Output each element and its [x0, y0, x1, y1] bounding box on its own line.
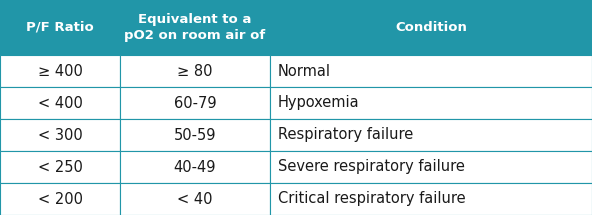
Text: Condition: Condition: [395, 21, 467, 34]
Text: Hypoxemia: Hypoxemia: [278, 95, 359, 111]
Text: Normal: Normal: [278, 63, 331, 78]
Bar: [270, 55, 592, 87]
Bar: [0, 87, 120, 119]
Bar: [0, 183, 120, 215]
Bar: [0, 151, 120, 183]
Text: < 400: < 400: [37, 95, 82, 111]
Bar: [120, 87, 270, 119]
Bar: [120, 0, 270, 55]
Text: 40-49: 40-49: [173, 160, 216, 175]
Bar: [120, 55, 270, 87]
Text: 50-59: 50-59: [173, 127, 216, 143]
Bar: [270, 0, 592, 55]
Text: < 40: < 40: [177, 192, 213, 206]
Bar: [0, 0, 120, 55]
Bar: [270, 183, 592, 215]
Bar: [0, 119, 120, 151]
Text: ≥ 80: ≥ 80: [177, 63, 213, 78]
Text: ≥ 400: ≥ 400: [37, 63, 82, 78]
Bar: [120, 151, 270, 183]
Text: < 300: < 300: [38, 127, 82, 143]
Text: Severe respiratory failure: Severe respiratory failure: [278, 160, 465, 175]
Bar: [120, 183, 270, 215]
Text: < 250: < 250: [37, 160, 82, 175]
Bar: [270, 87, 592, 119]
Bar: [270, 119, 592, 151]
Bar: [0, 55, 120, 87]
Bar: [270, 151, 592, 183]
Text: Critical respiratory failure: Critical respiratory failure: [278, 192, 466, 206]
Text: < 200: < 200: [37, 192, 82, 206]
Text: 60-79: 60-79: [173, 95, 216, 111]
Text: Respiratory failure: Respiratory failure: [278, 127, 413, 143]
Text: P/F Ratio: P/F Ratio: [26, 21, 94, 34]
Bar: [120, 119, 270, 151]
Text: Equivalent to a
pO2 on room air of: Equivalent to a pO2 on room air of: [124, 13, 266, 42]
